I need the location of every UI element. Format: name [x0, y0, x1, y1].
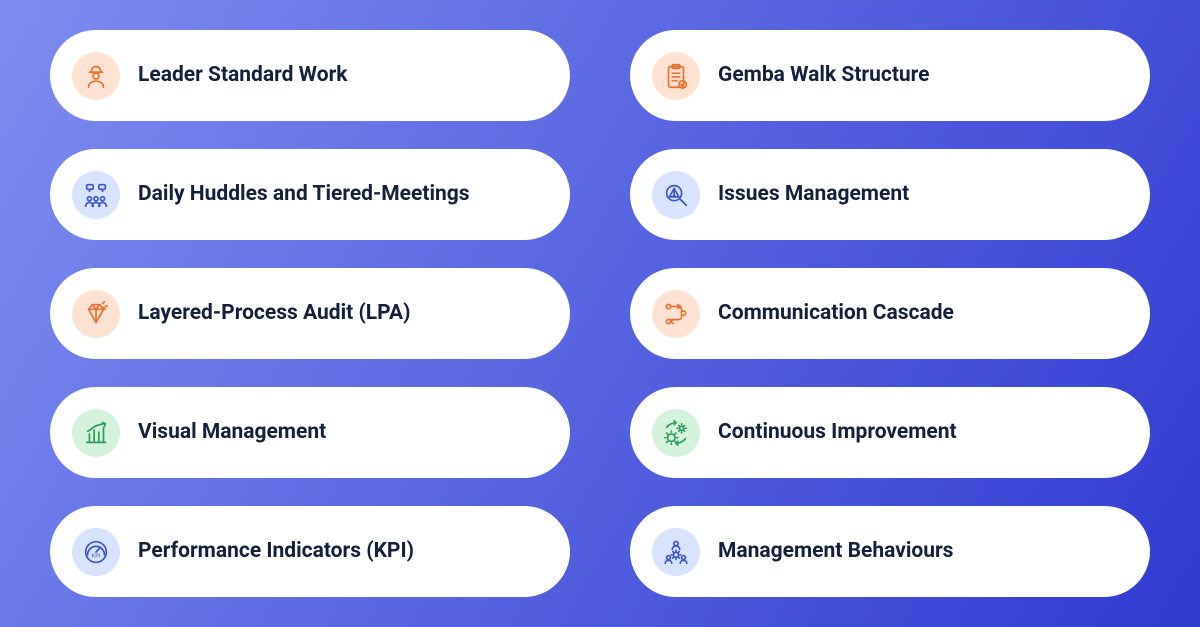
pill-label: Daily Huddles and Tiered-Meetings [138, 181, 470, 207]
pill-label: Leader Standard Work [138, 62, 347, 88]
pill-gemba-walk: Gemba Walk Structure [630, 30, 1150, 121]
gear-cycle-icon [652, 409, 700, 457]
huddle-icon [72, 171, 120, 219]
pill-lpa: Layered-Process Audit (LPA) [50, 268, 570, 359]
pill-communication-cascade: Communication Cascade [630, 268, 1150, 359]
gauge-kpi-icon: KPI [72, 528, 120, 576]
people-gear-icon [652, 528, 700, 576]
clipboard-icon [652, 52, 700, 100]
pill-label: Management Behaviours [718, 538, 953, 564]
cascade-icon [652, 290, 700, 338]
pill-label: Layered-Process Audit (LPA) [138, 300, 411, 326]
pill-label: Visual Management [138, 419, 326, 445]
pill-label: Communication Cascade [718, 300, 954, 326]
pill-label: Issues Management [718, 181, 909, 207]
pill-label: Gemba Walk Structure [718, 62, 930, 88]
pill-visual-management: Visual Management [50, 387, 570, 478]
pill-continuous-improvement: Continuous Improvement [630, 387, 1150, 478]
pill-daily-huddles: Daily Huddles and Tiered-Meetings [50, 149, 570, 240]
infographic-canvas: Leader Standard Work Gemba Walk Structur… [0, 0, 1200, 627]
bar-trend-icon [72, 409, 120, 457]
pill-management-behaviours: Management Behaviours [630, 506, 1150, 597]
pill-issues-management: Issues Management [630, 149, 1150, 240]
pill-leader-standard-work: Leader Standard Work [50, 30, 570, 121]
svg-text:KPI: KPI [91, 553, 100, 559]
pill-label: Performance Indicators (KPI) [138, 538, 414, 564]
pill-label: Continuous Improvement [718, 419, 957, 445]
worker-icon [72, 52, 120, 100]
alert-lens-icon [652, 171, 700, 219]
pill-kpi: KPI Performance Indicators (KPI) [50, 506, 570, 597]
diamond-icon [72, 290, 120, 338]
